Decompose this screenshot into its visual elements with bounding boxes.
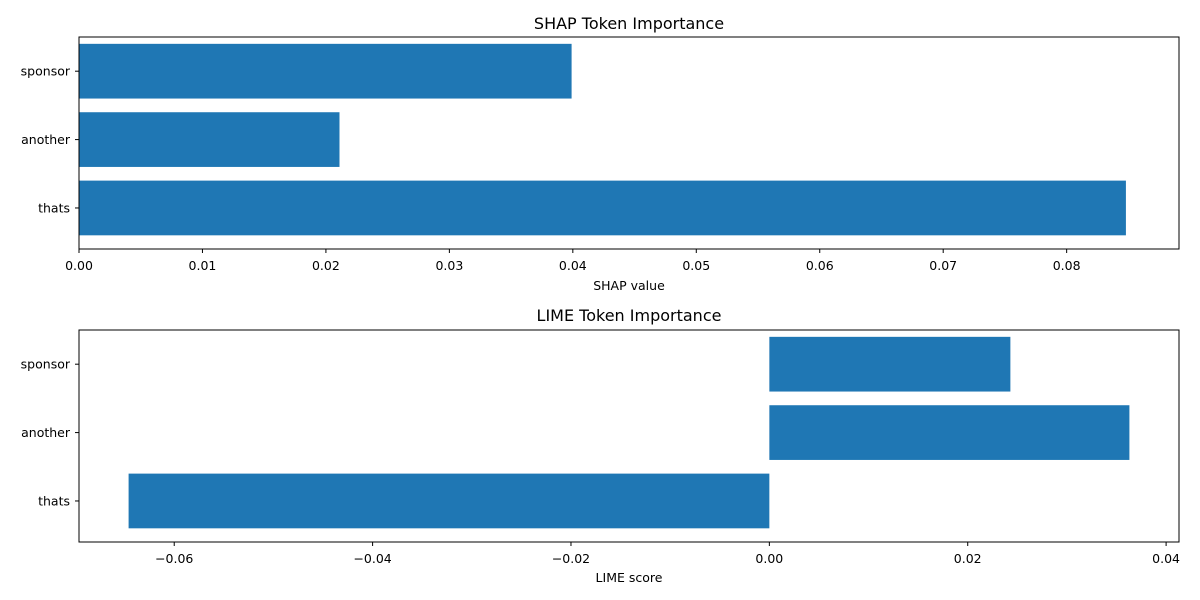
lime-x-tick-label: 0.02: [954, 551, 982, 566]
lime-x-tick-label: −0.04: [353, 551, 391, 566]
shap-x-tick-label: 0.08: [1053, 258, 1081, 273]
lime-x-tick-label: −0.02: [552, 551, 590, 566]
lime-plot-frame: [78, 329, 1180, 543]
shap-x-tick-label: 0.05: [682, 258, 710, 273]
shap-x-tick-label: 0.06: [806, 258, 834, 273]
shap-y-tick-label-sponsor: sponsor: [21, 64, 71, 79]
lime-x-tick-label: −0.06: [155, 551, 193, 566]
shap-chart-title: SHAP Token Importance: [534, 14, 724, 33]
shap-x-tick-label: 0.00: [65, 258, 93, 273]
shap-bar-thats: [79, 180, 1126, 236]
lime-chart: LIME Token Importance LIME score sponsor…: [21, 306, 1180, 585]
lime-bar-another: [769, 405, 1130, 460]
shap-x-tick-label: 0.01: [189, 258, 217, 273]
lime-bar-sponsor: [769, 336, 1011, 392]
shap-chart: SHAP Token Importance SHAP value sponsor…: [21, 14, 1180, 293]
lime-x-axis-label: LIME score: [596, 570, 663, 585]
shap-x-tick-label: 0.03: [435, 258, 463, 273]
lime-bar-thats: [128, 473, 770, 529]
shap-y-tick-label-thats: thats: [38, 200, 70, 215]
shap-x-tick-label: 0.07: [929, 258, 957, 273]
shap-y-tick-label-another: another: [21, 132, 71, 147]
lime-y-tick-label-another: another: [21, 425, 71, 440]
shap-x-axis-label: SHAP value: [593, 278, 665, 293]
shap-bar-another: [79, 112, 340, 167]
shap-x-tick-label: 0.02: [312, 258, 340, 273]
shap-bar-sponsor: [79, 43, 572, 99]
lime-x-tick-label: 0.04: [1152, 551, 1180, 566]
shap-plot-frame: [78, 36, 1180, 250]
lime-x-tick-label: 0.00: [755, 551, 783, 566]
lime-y-tick-label-sponsor: sponsor: [21, 357, 71, 372]
lime-chart-title: LIME Token Importance: [537, 306, 722, 325]
shap-x-tick-label: 0.04: [559, 258, 587, 273]
lime-y-tick-label-thats: thats: [38, 493, 70, 508]
